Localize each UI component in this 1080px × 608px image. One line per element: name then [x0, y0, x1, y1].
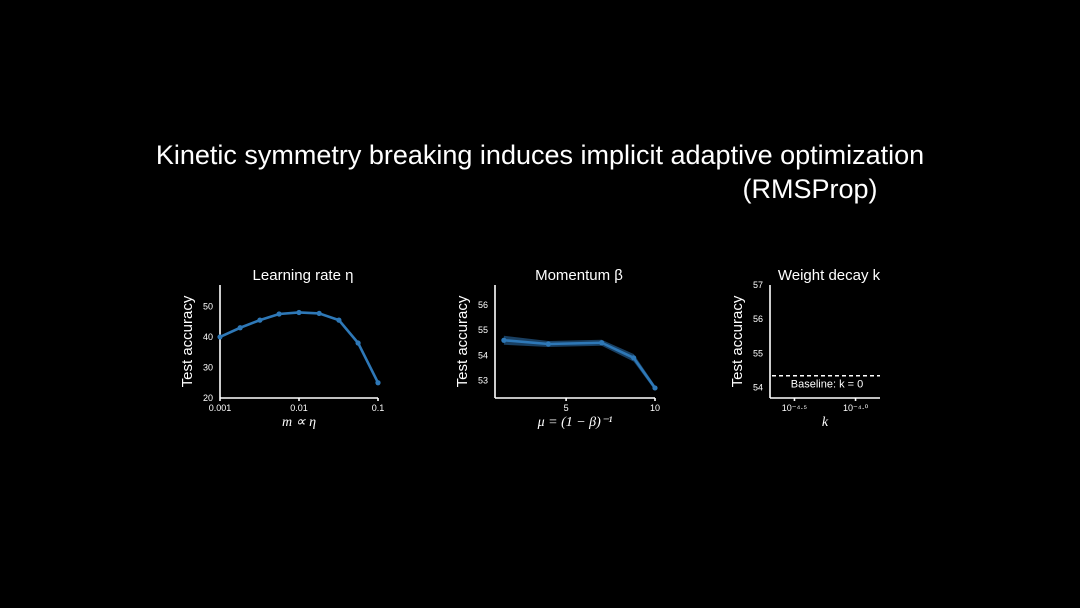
slide-title-line1: Kinetic symmetry breaking induces implic… [155, 140, 925, 170]
x-tick-label: 0.01 [290, 403, 308, 413]
y-tick-label: 20 [203, 393, 213, 403]
slide-title: Kinetic symmetry breaking induces implic… [0, 138, 1080, 206]
data-point [316, 310, 322, 317]
y-tick-label: 55 [478, 325, 488, 335]
series-line [219, 311, 380, 384]
x-tick-label: 0.1 [372, 403, 385, 413]
x-tick-label: 5 [564, 403, 569, 413]
y-tick-label: 53 [478, 375, 488, 385]
x-tick-label: 0.001 [209, 403, 232, 413]
x-axis-label: μ = (1 − β)⁻¹ [537, 415, 613, 430]
y-tick-label: 50 [203, 301, 213, 311]
data-point [545, 341, 551, 347]
baseline-label: Baseline: k = 0 [791, 379, 863, 391]
weight-decay-chart: Weight decay k Test accuracy 54 55 56 57 10⁻⁴·… [722, 258, 972, 448]
data-point [296, 309, 302, 316]
y-tick-label: 56 [753, 314, 763, 324]
data-point [217, 334, 223, 340]
x-tick-label: 10⁻⁴·⁰ [843, 403, 869, 413]
data-point [631, 355, 637, 361]
data-point [375, 380, 381, 386]
y-axis-label: Test accuracy [454, 295, 471, 387]
data-point [355, 340, 361, 346]
x-axis-label: k [822, 415, 829, 430]
y-tick-label: 30 [203, 362, 213, 372]
data-point [257, 317, 263, 323]
x-tick-label: 10⁻⁴·⁵ [782, 403, 808, 413]
weight-decay-chart-svg: Weight decay k Test accuracy 54 55 56 57 10⁻⁴·… [729, 267, 881, 430]
y-tick-label: 56 [478, 300, 488, 310]
chart-title: Weight decay k [778, 267, 881, 284]
y-tick-label: 57 [753, 280, 763, 290]
series-line [503, 338, 657, 389]
momentum-chart-svg: Momentum β Test accuracy 53 54 55 56 5 10 μ = (1… [454, 267, 660, 430]
y-tick-label: 40 [203, 332, 213, 342]
chart-title: Learning rate η [253, 267, 354, 284]
data-point [237, 325, 243, 331]
y-axis-label: Test accuracy [179, 295, 196, 387]
y-tick-label: 55 [753, 348, 763, 358]
learning-rate-chart-svg: Learning rate η Test accuracy 20 30 40 50 0.00… [179, 267, 385, 430]
y-axis-label: Test accuracy [729, 295, 746, 387]
learning-rate-chart: Learning rate η Test accuracy 20 30 40 50 0.00… [170, 258, 420, 448]
x-axis-label: m ∝ η [282, 415, 316, 430]
momentum-chart: Momentum β Test accuracy 53 54 55 56 5 10 μ = (1… [447, 258, 697, 448]
data-point [336, 317, 342, 323]
x-tick-label: 10 [650, 403, 660, 413]
slide-title-line2: (RMSProp) [742, 174, 878, 204]
data-point [599, 340, 605, 346]
data-point [501, 337, 507, 343]
y-tick-label: 54 [753, 383, 763, 393]
chart-title: Momentum β [535, 267, 623, 284]
data-point [276, 311, 282, 317]
y-tick-label: 54 [478, 350, 488, 360]
data-point [652, 385, 658, 391]
